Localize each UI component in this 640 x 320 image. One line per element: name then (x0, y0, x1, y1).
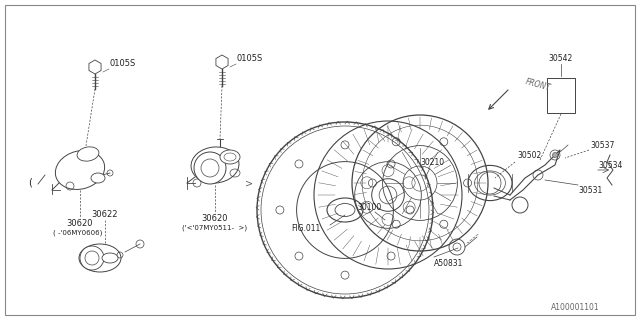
Text: (: ( (28, 177, 32, 187)
Text: 30542: 30542 (549, 53, 573, 62)
Ellipse shape (77, 147, 99, 161)
Ellipse shape (220, 150, 240, 164)
Text: 0105S: 0105S (236, 53, 262, 62)
Circle shape (552, 153, 557, 157)
Text: A50831: A50831 (434, 259, 463, 268)
Text: ( -'06MY0606): ( -'06MY0606) (53, 230, 102, 236)
Bar (547, 78, 575, 113)
Text: A100001101: A100001101 (552, 303, 600, 313)
Text: 30210: 30210 (420, 157, 444, 166)
Text: FIG.011: FIG.011 (291, 223, 321, 233)
Ellipse shape (191, 147, 239, 183)
Text: 30502: 30502 (517, 150, 541, 159)
Text: 30620: 30620 (67, 219, 93, 228)
Text: 30100: 30100 (358, 203, 382, 212)
Ellipse shape (79, 244, 121, 272)
Text: 30537: 30537 (590, 140, 614, 149)
Polygon shape (89, 60, 101, 74)
Text: 30620: 30620 (202, 213, 228, 222)
Text: FRONT: FRONT (524, 77, 552, 93)
Polygon shape (216, 55, 228, 69)
Text: 30534: 30534 (598, 161, 622, 170)
Text: ('<'07MY0511-  >): ('<'07MY0511- >) (182, 225, 248, 231)
Ellipse shape (102, 253, 118, 263)
Circle shape (194, 152, 226, 184)
Text: >: > (245, 178, 253, 188)
Ellipse shape (91, 173, 105, 183)
Text: 30622: 30622 (92, 210, 118, 219)
Text: 30531: 30531 (578, 186, 602, 195)
Ellipse shape (55, 150, 105, 189)
Text: 0105S: 0105S (109, 59, 135, 68)
Circle shape (80, 246, 104, 270)
